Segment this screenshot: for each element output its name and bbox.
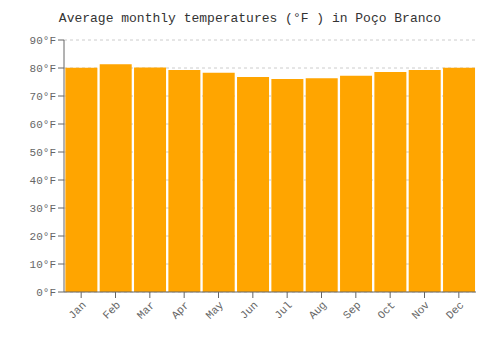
svg-text:90°F: 90°F: [30, 35, 56, 47]
svg-text:Jun: Jun: [238, 299, 260, 321]
svg-text:May: May: [204, 299, 227, 322]
svg-text:80°F: 80°F: [30, 63, 56, 75]
html-text:Average monthly temperatures (: Average monthly temperatures (°F ) in Po…: [58, 11, 442, 26]
svg-text:Mar: Mar: [135, 299, 157, 321]
svg-text:Jul: Jul: [272, 299, 294, 321]
svg-text:Sep: Sep: [341, 299, 363, 321]
svg-text:Feb: Feb: [101, 299, 123, 321]
svg-text:30°F: 30°F: [30, 203, 56, 215]
svg-text:40°F: 40°F: [30, 175, 56, 187]
svg-text:20°F: 20°F: [30, 231, 56, 243]
svg-text:Apr: Apr: [169, 299, 191, 321]
svg-text:10°F: 10°F: [30, 259, 56, 271]
svg-text:Dec: Dec: [444, 299, 466, 321]
svg-text:Nov: Nov: [410, 299, 433, 322]
svg-text:Aug: Aug: [307, 299, 329, 321]
svg-text:0°F: 0°F: [36, 287, 56, 299]
svg-text:70°F: 70°F: [30, 91, 56, 103]
svg-text:Jan: Jan: [66, 299, 88, 321]
svg-text:Oct: Oct: [375, 299, 397, 321]
svg-text:50°F: 50°F: [30, 147, 56, 159]
svg-text:60°F: 60°F: [30, 119, 56, 131]
